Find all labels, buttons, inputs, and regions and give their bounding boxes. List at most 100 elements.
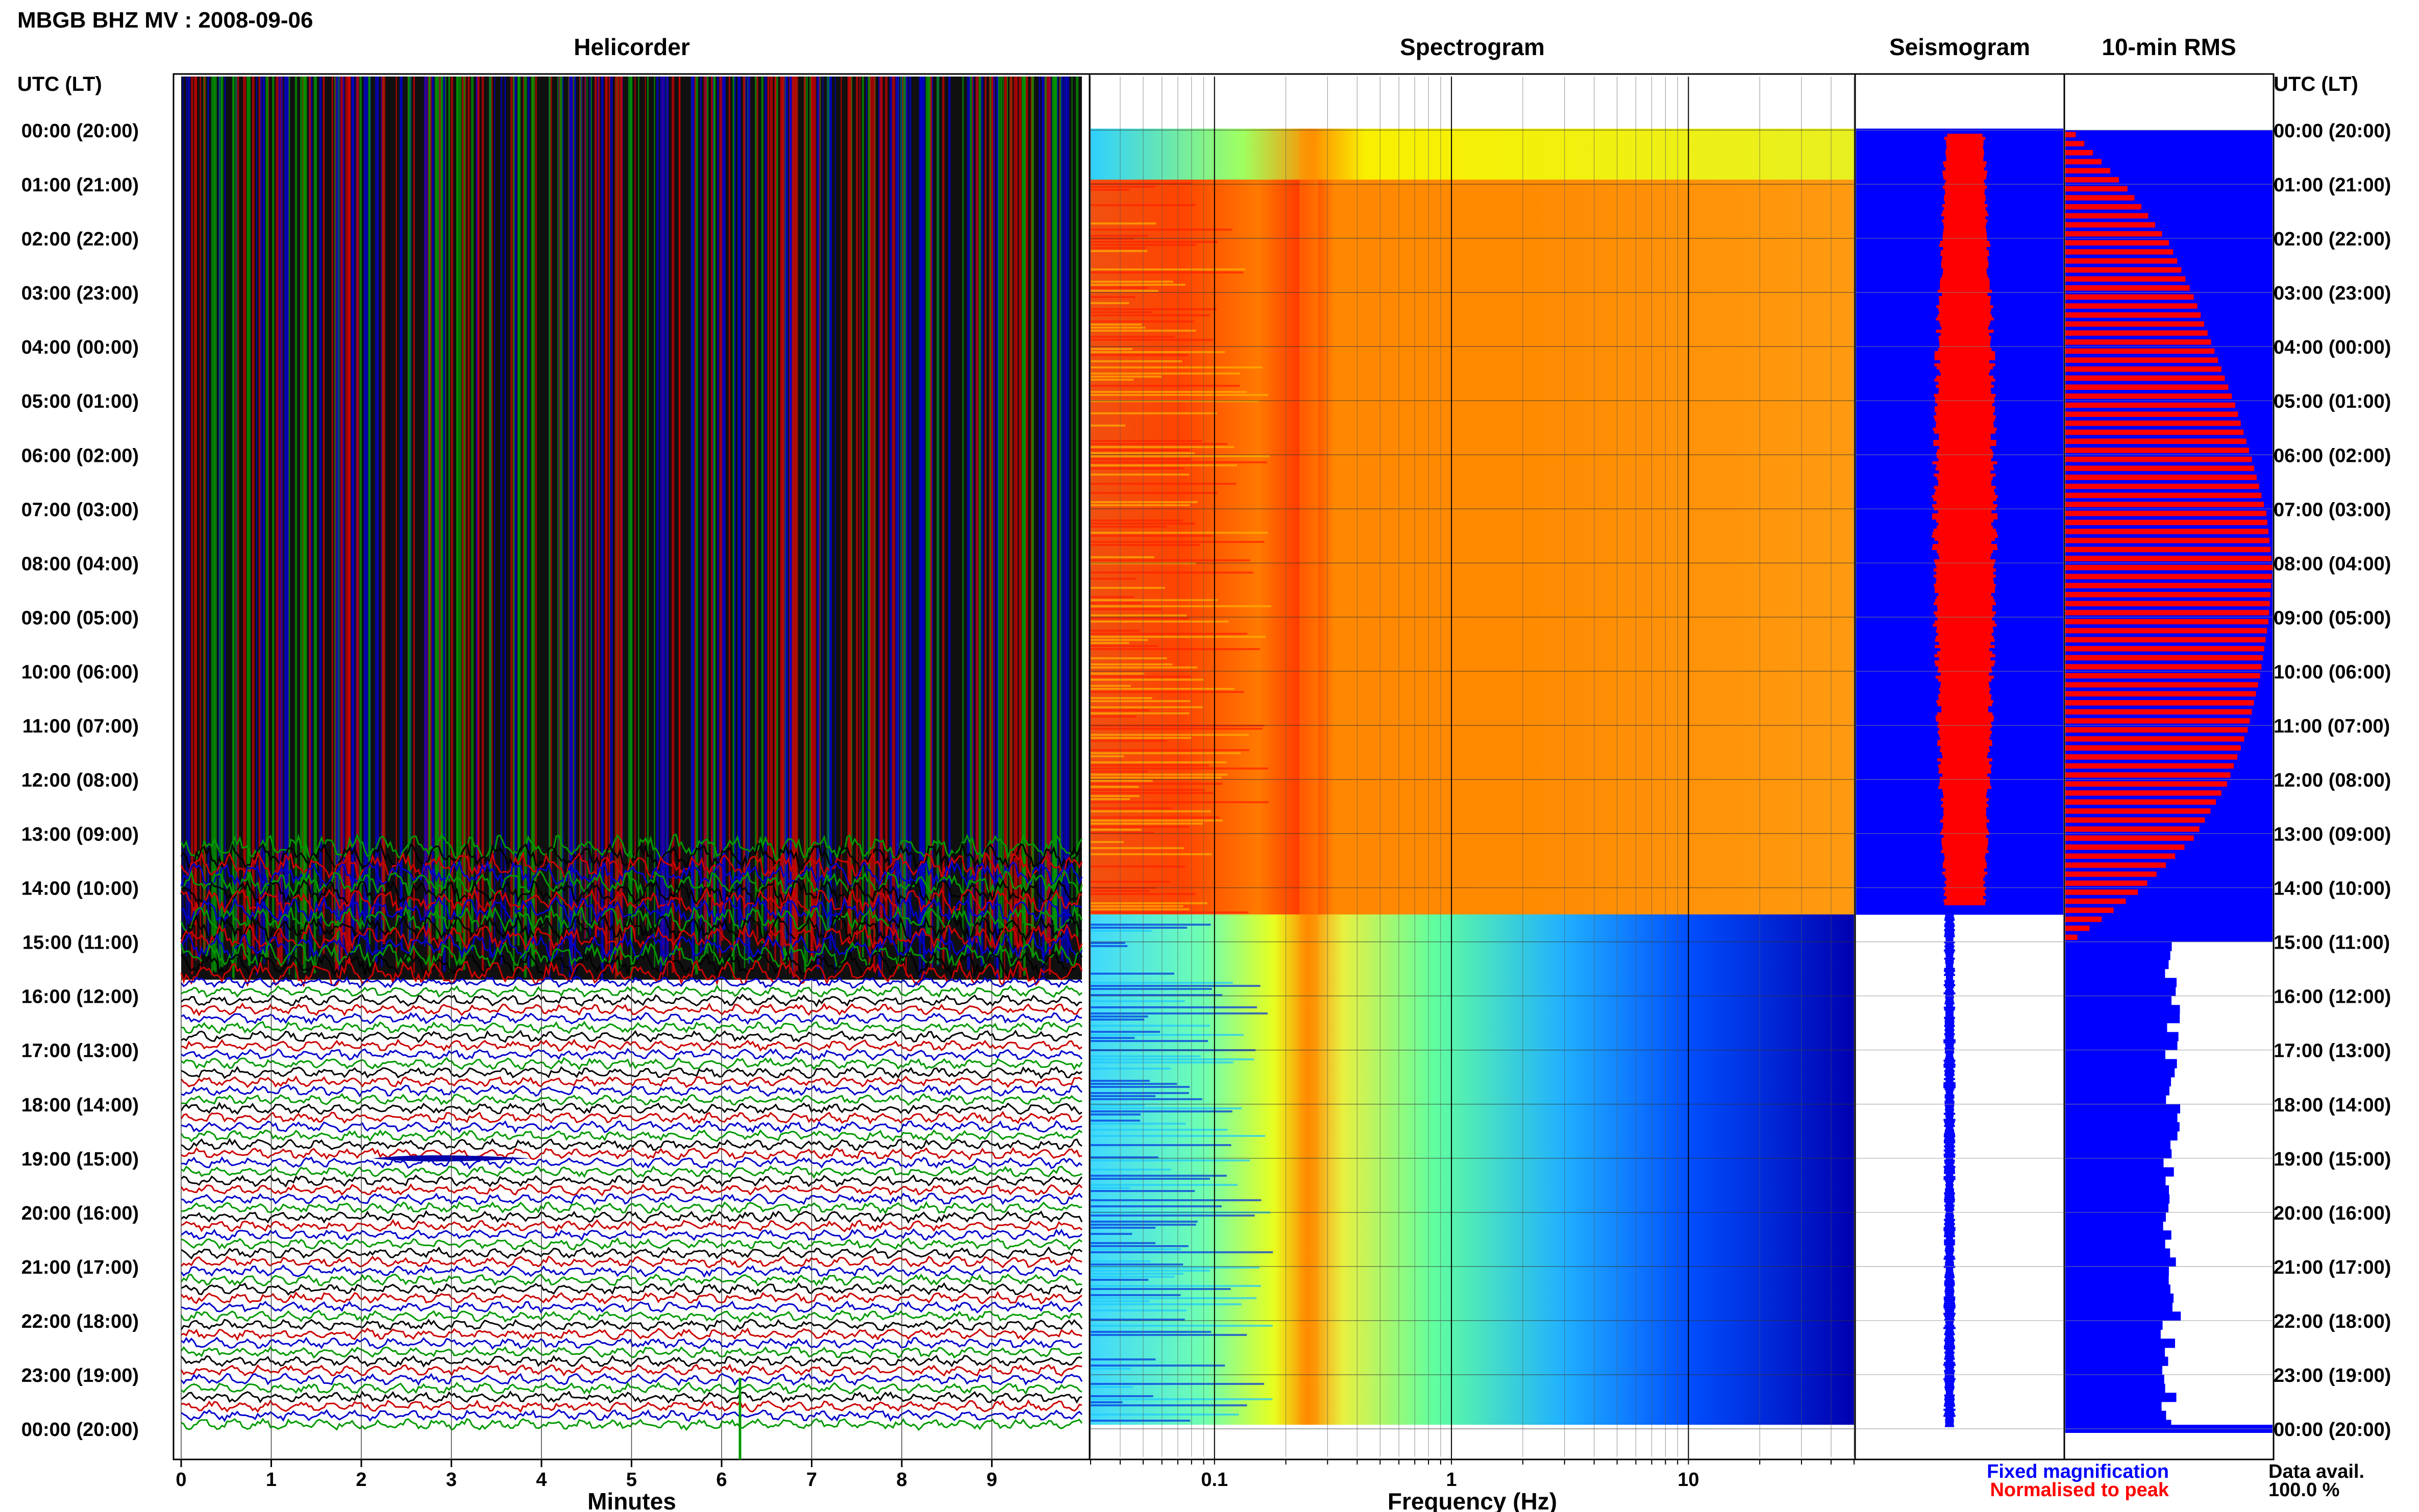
spectrogram-streak [1091,1267,1260,1269]
seismogram-normalised-trace [1936,565,1993,568]
seismogram-fixed-trace [1945,1000,1954,1003]
seismogram-normalised-trace [1940,253,1989,256]
spectrogram-streak [1091,740,1167,742]
rms-bar-fixed [2065,1410,2166,1420]
seismogram-fixed-trace [1945,1080,1954,1082]
spectrogram-x-tick-label: 1 [1446,1469,1457,1491]
seismogram-fixed-trace [1944,1290,1955,1293]
seismogram-fixed-trace [1944,1200,1955,1203]
seismogram-normalised-trace [1941,838,1988,841]
seismogram-normalised-trace [1935,397,1995,400]
spectrogram-streak [1091,461,1268,463]
seismogram-fixed-trace [1944,1072,1955,1074]
seismogram-fixed-trace [1943,1266,1956,1268]
time-label-right: 04:00 (00:00) [2274,337,2391,358]
spectrogram-streak [1091,832,1154,834]
spectrogram-streak [1091,1107,1242,1109]
time-labels-left: 00:00 (20:00) 01:00 (21:00) 02:00 (22:00) 0… [21,120,139,1441]
seismogram-normalised-trace [1935,639,1995,642]
time-label-left: 20:00 (16:00) [21,1203,139,1224]
spectrogram-streak [1091,1037,1135,1039]
seismogram-fixed-trace [1944,1008,1955,1011]
seismogram-normalised-trace [1941,709,1988,712]
seismogram-fixed-trace [1945,1278,1954,1280]
seismogram-normalised-trace [1937,617,1992,621]
seismogram-normalised-trace [1940,746,1989,749]
spectrogram-streak [1091,1113,1141,1116]
seismogram-fixed-trace [1943,992,1956,995]
spectrogram-streak [1091,596,1134,598]
rms-bar-normalised [2065,448,2249,453]
time-label-right: 23:00 (19:00) [2274,1365,2391,1386]
spectrogram-streak [1091,1383,1265,1385]
seismogram-normalised-trace [1940,373,1989,376]
seismogram-fixed-trace [1944,1070,1955,1072]
seismogram-normalised-trace [1942,170,1987,173]
rms-bar-normalised [2065,574,2272,580]
rms-bar-normalised [2065,348,2215,354]
rms-bar-fixed [2065,1140,2171,1150]
seismogram-normalised-trace [1943,810,1987,813]
seismogram-fixed-trace [1944,1347,1955,1350]
spectrogram-streak [1091,657,1167,659]
seismogram-fixed-trace [1944,935,1955,937]
spectrogram-streak [1091,284,1186,286]
time-label-left: 00:00 (20:00) [21,1419,139,1441]
spectrogram-streak [1091,189,1129,191]
seismogram-normalised-trace [1942,847,1987,850]
seismogram-fixed-trace [1945,1045,1954,1048]
spectrogram-streak [1091,391,1247,393]
seismogram-normalised-trace [1934,590,1995,593]
rms-bar-normalised [2065,276,2186,282]
seismogram-fixed-trace [1945,955,1954,958]
spectrogram-streak [1091,519,1183,522]
seismogram-normalised-trace [1942,275,1988,278]
time-labels-right: 00:00 (20:00) 01:00 (21:00) 02:00 (22:00) 0… [2274,120,2391,1441]
time-label-right: 21:00 (17:00) [2274,1257,2391,1278]
seismogram-normalised-trace [1937,449,1992,452]
seismogram-normalised-trace [1936,596,1993,599]
spectrogram-streak [1091,1221,1198,1223]
rms-bar-fixed [2065,905,2273,915]
rms-bar-normalised [2065,871,2157,877]
spectrogram-streak [1091,786,1139,788]
seismogram-normalised-trace [1940,820,1990,823]
seismogram-fixed-trace [1945,1043,1954,1046]
rms-bar-fixed [2065,1194,2170,1204]
seismogram-fixed-trace [1945,1190,1954,1193]
seismogram-normalised-trace [1942,755,1987,758]
seismogram-normalised-trace [1935,409,1995,412]
spectrogram-streak [1091,679,1204,681]
seismogram-normalised-trace [1932,516,1998,519]
seismogram-normalised-trace [1938,722,1991,725]
seismogram-fixed-trace [1945,947,1954,950]
seismogram-fixed-trace [1944,1239,1955,1242]
time-label-right: 06:00 (02:00) [2274,445,2391,466]
spectrogram-panel: 0.1 1 10 Frequency (Hz) [1089,73,1856,1512]
rms-bar-fixed [2065,1339,2175,1348]
spectrogram-streak [1091,608,1162,610]
spectrogram-streak [1091,360,1182,362]
seismogram-normalised-trace [1944,137,1986,140]
seismogram-fixed-trace [1944,1235,1955,1237]
seismogram-fixed-trace [1944,1204,1955,1207]
rms-bar-fixed [2065,1068,2175,1078]
spectrogram-streak [1091,339,1213,341]
spectrogram-streak [1091,544,1200,546]
spectrogram-streak [1091,1233,1132,1235]
spectrogram-streak [1091,774,1228,776]
spectrogram-streak [1091,734,1249,736]
seismogram-fixed-trace [1945,1012,1954,1015]
spectrogram-streak [1091,673,1144,675]
seismogram-normalised-trace [1943,232,1987,235]
seismogram-normalised-trace [1946,896,1984,899]
rms-bar-fixed [2065,1329,2161,1339]
seismogram-normalised-trace [1938,314,1992,317]
seismogram-normalised-trace [1942,210,1987,213]
seismogram-normalised-trace [1942,844,1988,847]
spectrogram-streak [1091,1358,1156,1360]
rms-bar-normalised [2065,853,2176,859]
seismogram-normalised-trace [1934,538,1995,541]
seismogram-normalised-trace [1939,749,1990,752]
seismogram-fixed-trace [1943,1229,1956,1231]
